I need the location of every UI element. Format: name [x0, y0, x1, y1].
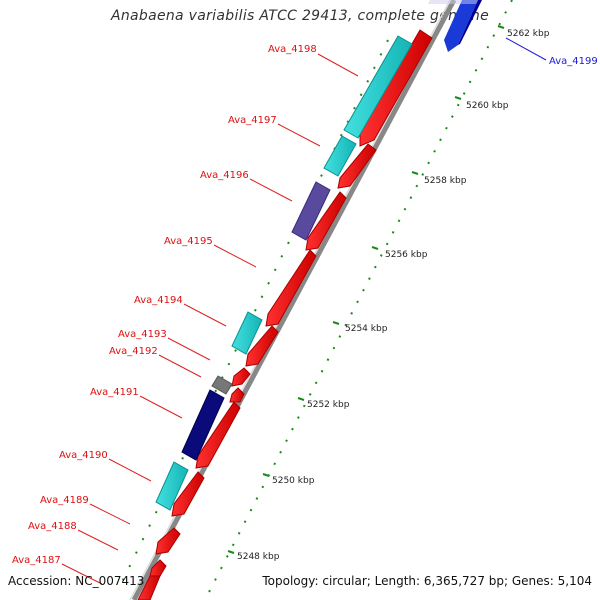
gene-label-ava-4187[interactable]: Ava_4187: [12, 555, 61, 566]
gene-arrow-ava-4194[interactable]: [245, 325, 279, 367]
category-box-ava-4197[interactable]: [323, 135, 357, 177]
ruler-label-5258: 5258 kbp: [424, 176, 467, 186]
category-box-ava-4193[interactable]: [211, 375, 233, 395]
ruler-tick-labels: 5248 kbp 5250 kbp 5252 kbp 5254 kbp 5256…: [237, 29, 550, 562]
gene-label-ava-4188[interactable]: Ava_4188: [28, 521, 77, 532]
gene-arrow-ava-4195[interactable]: [265, 249, 317, 327]
topology-text: Topology: circular; Length: 6,365,727 bp…: [262, 574, 592, 588]
gene-label-ava-4193[interactable]: Ava_4193: [118, 329, 167, 340]
ruler-label-5256: 5256 kbp: [385, 250, 428, 260]
gene-callout-line-ava-4199: [505, 37, 547, 61]
category-box-ava-4194[interactable]: [231, 311, 263, 355]
gene-arrow-ava-4192[interactable]: [229, 387, 245, 403]
gene-arrow-ava-4199[interactable]: [444, 0, 478, 52]
accession-text: Accession: NC_007413: [8, 574, 145, 588]
gene-label-ava-4192[interactable]: Ava_4192: [109, 346, 158, 357]
category-boxes: [155, 35, 413, 511]
category-box-ava-4198[interactable]: [343, 35, 413, 139]
gene-label-ava-4196[interactable]: Ava_4196: [200, 170, 249, 181]
ruler-line: [204, 0, 513, 600]
gene-arrow-ava-4197[interactable]: [337, 143, 377, 189]
gene-arrow-ava-4196[interactable]: [305, 191, 347, 251]
ruler-label-5260: 5260 kbp: [466, 101, 509, 111]
gene-label-ava-4190[interactable]: Ava_4190: [59, 450, 108, 461]
ruler-label-5250: 5250 kbp: [272, 476, 315, 486]
gene-arrow-ava-4199-top: [458, 0, 482, 45]
category-box-ava-4196[interactable]: [291, 181, 331, 241]
ruler-major-ticks: [227, 25, 505, 554]
gene-label-ava-4194[interactable]: Ava_4194: [134, 295, 183, 306]
ruler-label-5252: 5252 kbp: [307, 400, 350, 410]
category-box-ava-4191[interactable]: [181, 389, 225, 461]
ruler-label-5262: 5262 kbp: [507, 29, 550, 39]
red-gene-arrows: [137, 29, 433, 600]
gene-labels: Ava_4198 Ava_4197 Ava_4196 Ava_4195 Ava_…: [12, 44, 317, 566]
ruler-label-5254: 5254 kbp: [345, 324, 388, 334]
gene-arrow-ava-4190[interactable]: [171, 471, 205, 517]
gene-arrow-ava-4193[interactable]: [231, 367, 251, 387]
gene-label-ava-4191[interactable]: Ava_4191: [90, 387, 139, 398]
ruler-label-5248: 5248 kbp: [237, 552, 280, 562]
gene-label-ava-4199[interactable]: Ava_4199: [549, 56, 598, 67]
gene-label-ava-4197[interactable]: Ava_4197: [228, 115, 277, 126]
gene-label-ava-4189[interactable]: Ava_4189: [40, 495, 89, 506]
gene-arrow-ava-4191[interactable]: [195, 401, 241, 469]
backbone-fade-top: [428, 0, 478, 4]
gene-arrow-ava-4187[interactable]: [137, 575, 161, 600]
category-box-ava-4190[interactable]: [155, 461, 189, 511]
gene-callout-lines: [61, 53, 359, 585]
genome-title: Anabaena variabilis ATCC 29413, complete…: [110, 8, 490, 24]
gene-label-ava-4195[interactable]: Ava_4195: [164, 236, 213, 247]
gene-arrow-ava-4189[interactable]: [155, 527, 181, 555]
gene-label-ava-4198[interactable]: Ava_4198: [268, 44, 317, 55]
